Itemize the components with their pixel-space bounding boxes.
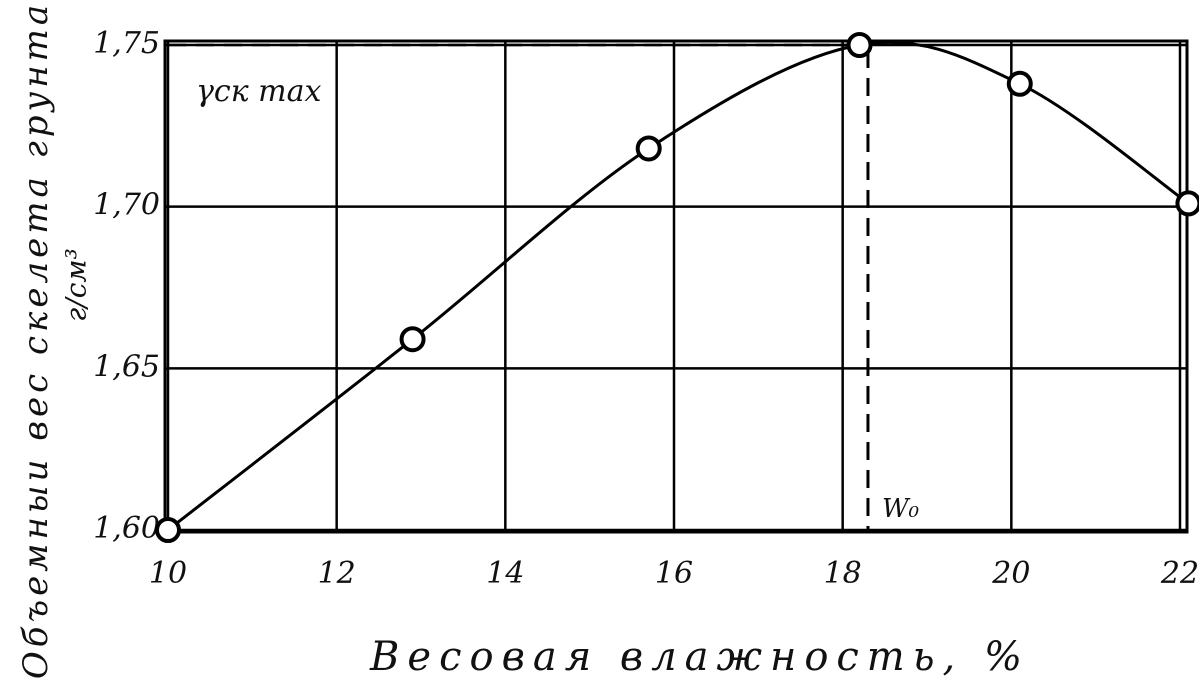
annotation: W₀ [882, 494, 920, 524]
x-tick-label: 10 [149, 556, 187, 591]
x-tick-label: 18 [824, 556, 862, 591]
y-tick-label: 1,75 [93, 26, 160, 61]
x-tick-label: 22 [1160, 556, 1199, 591]
data-point [635, 135, 662, 162]
data-point [1175, 190, 1199, 217]
x-tick-label: 20 [991, 556, 1030, 591]
y-axis-unit: г/см³ [60, 248, 93, 322]
y-axis-label: Объемныи вес скелета грунта [16, 1, 56, 679]
plot-frame [163, 39, 1189, 534]
data-point [155, 517, 181, 543]
data-point [1006, 70, 1033, 97]
annotation: γск max [196, 74, 322, 109]
data-point [846, 32, 873, 58]
data-point [399, 326, 426, 353]
y-tick-label: 1,60 [93, 511, 160, 546]
x-tick-label: 14 [486, 556, 524, 591]
y-tick-label: 1,65 [93, 349, 160, 384]
x-tick-label: 12 [318, 556, 356, 591]
data-line [167, 40, 1190, 532]
y-tick-label: 1,70 [93, 188, 160, 223]
x-axis-label: Весовая влажность, % [369, 634, 1030, 680]
x-tick-label: 16 [655, 556, 693, 591]
